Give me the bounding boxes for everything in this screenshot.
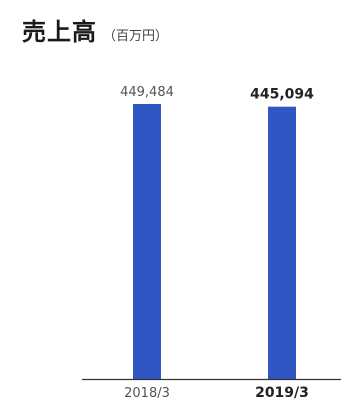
bar-2019/3 [268, 106, 296, 380]
chart-unit-label: （百万円） [103, 29, 169, 44]
chart-title: 売上高 [22, 18, 97, 46]
bar-2018/3 [133, 104, 161, 379]
x-tick-label-2019/3: 2019/3 [255, 385, 309, 400]
data-label-2019/3: 445,094 [250, 87, 314, 103]
data-label-2018/3: 449,484 [120, 85, 174, 100]
chart-title-group: 売上高 （百万円） [22, 12, 168, 47]
x-tick-label-2018/3: 2018/3 [124, 386, 170, 400]
